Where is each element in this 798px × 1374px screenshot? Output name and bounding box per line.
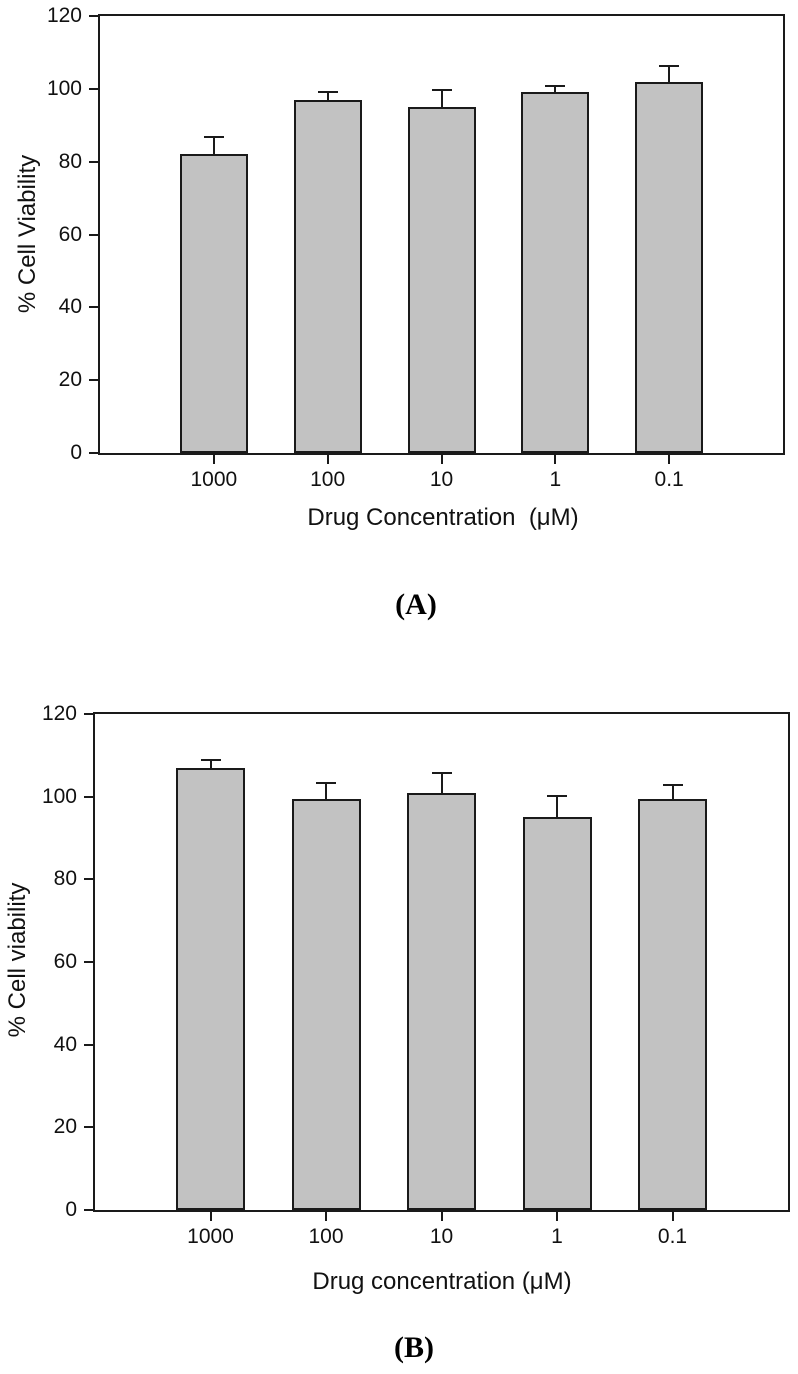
- x-tick-A-1: [554, 455, 557, 464]
- y-tick-A-40: [89, 306, 98, 309]
- bar-A-100: [293, 99, 362, 453]
- x-tick-label-A-100: 100: [310, 468, 346, 491]
- error-cap-A-100: [317, 90, 338, 93]
- bar-A-1: [521, 92, 590, 453]
- error-cap-B-1000: [200, 759, 221, 762]
- x-tick-label-B-0.1: 0.1: [657, 1225, 688, 1248]
- y-tick-B-0: [84, 1209, 93, 1211]
- error-cap-A-10: [431, 88, 452, 91]
- x-tick-label-A-1: 1: [549, 468, 562, 491]
- y-tick-label-B-0: 0: [65, 1198, 77, 1221]
- y-tick-label-B-20: 20: [53, 1115, 77, 1139]
- error-cap-B-1: [547, 794, 567, 797]
- error-bar-A-100: [326, 90, 329, 100]
- error-bar-A-0.1: [668, 65, 671, 82]
- y-tick-label-A-60: 60: [58, 222, 82, 246]
- x-tick-B-10: [440, 1212, 443, 1221]
- x-tick-A-100: [326, 455, 329, 464]
- error-bar-B-10: [440, 771, 443, 793]
- x-tick-B-1: [556, 1212, 558, 1221]
- panel-label-A: (A): [395, 588, 437, 621]
- x-tick-A-10: [440, 455, 443, 464]
- x-tick-label-A-1000: 1000: [190, 468, 238, 491]
- error-bar-B-100: [325, 782, 327, 799]
- bar-A-10: [407, 107, 476, 453]
- error-bar-B-1000: [209, 759, 212, 768]
- y-tick-B-60: [84, 961, 93, 963]
- error-cap-A-0.1: [659, 65, 680, 68]
- x-axis-title-B: Drug concentration (μM): [312, 1268, 572, 1295]
- bar-A-1000: [179, 154, 248, 453]
- y-tick-A-120: [89, 15, 98, 17]
- y-tick-label-A-20: 20: [58, 368, 82, 392]
- y-tick-label-B-80: 80: [53, 867, 77, 891]
- y-tick-A-80: [89, 160, 98, 163]
- plot-area-A: [98, 14, 785, 455]
- y-tick-B-100: [84, 795, 93, 798]
- y-tick-B-80: [84, 878, 93, 881]
- x-tick-B-100: [325, 1212, 327, 1221]
- error-cap-A-1: [545, 85, 566, 88]
- x-tick-label-A-10: 10: [429, 468, 454, 491]
- y-tick-A-20: [89, 379, 98, 382]
- plot-area-B: [93, 712, 790, 1212]
- error-cap-B-10: [431, 771, 452, 774]
- y-tick-B-40: [84, 1043, 93, 1046]
- x-tick-label-B-10: 10: [429, 1225, 454, 1248]
- x-tick-label-B-100: 100: [308, 1225, 344, 1248]
- x-tick-A-0.1: [668, 455, 671, 464]
- error-cap-B-0.1: [662, 784, 683, 787]
- y-tick-A-60: [89, 233, 98, 236]
- x-tick-label-A-0.1: 0.1: [654, 468, 684, 491]
- error-bar-A-10: [440, 88, 443, 108]
- y-tick-B-20: [84, 1126, 93, 1129]
- bar-B-1: [522, 817, 592, 1210]
- y-tick-A-0: [89, 452, 98, 454]
- y-tick-label-A-80: 80: [58, 149, 82, 173]
- y-tick-label-A-0: 0: [70, 441, 82, 464]
- error-bar-B-1: [556, 794, 558, 818]
- bar-B-10: [407, 792, 476, 1210]
- bar-B-1000: [176, 767, 245, 1210]
- x-tick-B-0.1: [671, 1212, 674, 1221]
- y-tick-label-A-40: 40: [58, 295, 82, 319]
- y-tick-label-B-120: 120: [41, 702, 77, 725]
- error-bar-A-1: [554, 85, 557, 93]
- y-tick-B-120: [84, 713, 93, 715]
- x-tick-label-B-1000: 1000: [187, 1225, 234, 1248]
- x-tick-A-1000: [212, 455, 215, 464]
- bar-A-0.1: [635, 81, 704, 453]
- y-tick-A-100: [89, 87, 98, 90]
- y-tick-label-B-40: 40: [53, 1032, 77, 1056]
- error-cap-A-1000: [203, 136, 224, 139]
- y-tick-label-A-100: 100: [46, 76, 82, 100]
- x-tick-label-B-1: 1: [551, 1225, 563, 1248]
- y-tick-label-A-120: 120: [46, 4, 82, 27]
- x-axis-title-A: Drug Concentration (μM): [307, 504, 579, 531]
- error-cap-B-100: [316, 782, 336, 785]
- panel-label-B: (B): [394, 1331, 434, 1364]
- bar-B-0.1: [638, 798, 707, 1210]
- y-tick-label-B-100: 100: [41, 784, 77, 808]
- error-bar-A-1000: [212, 136, 215, 155]
- bar-B-100: [291, 798, 361, 1210]
- y-tick-label-B-60: 60: [53, 950, 77, 973]
- x-tick-B-1000: [209, 1212, 212, 1221]
- error-bar-B-0.1: [671, 784, 674, 799]
